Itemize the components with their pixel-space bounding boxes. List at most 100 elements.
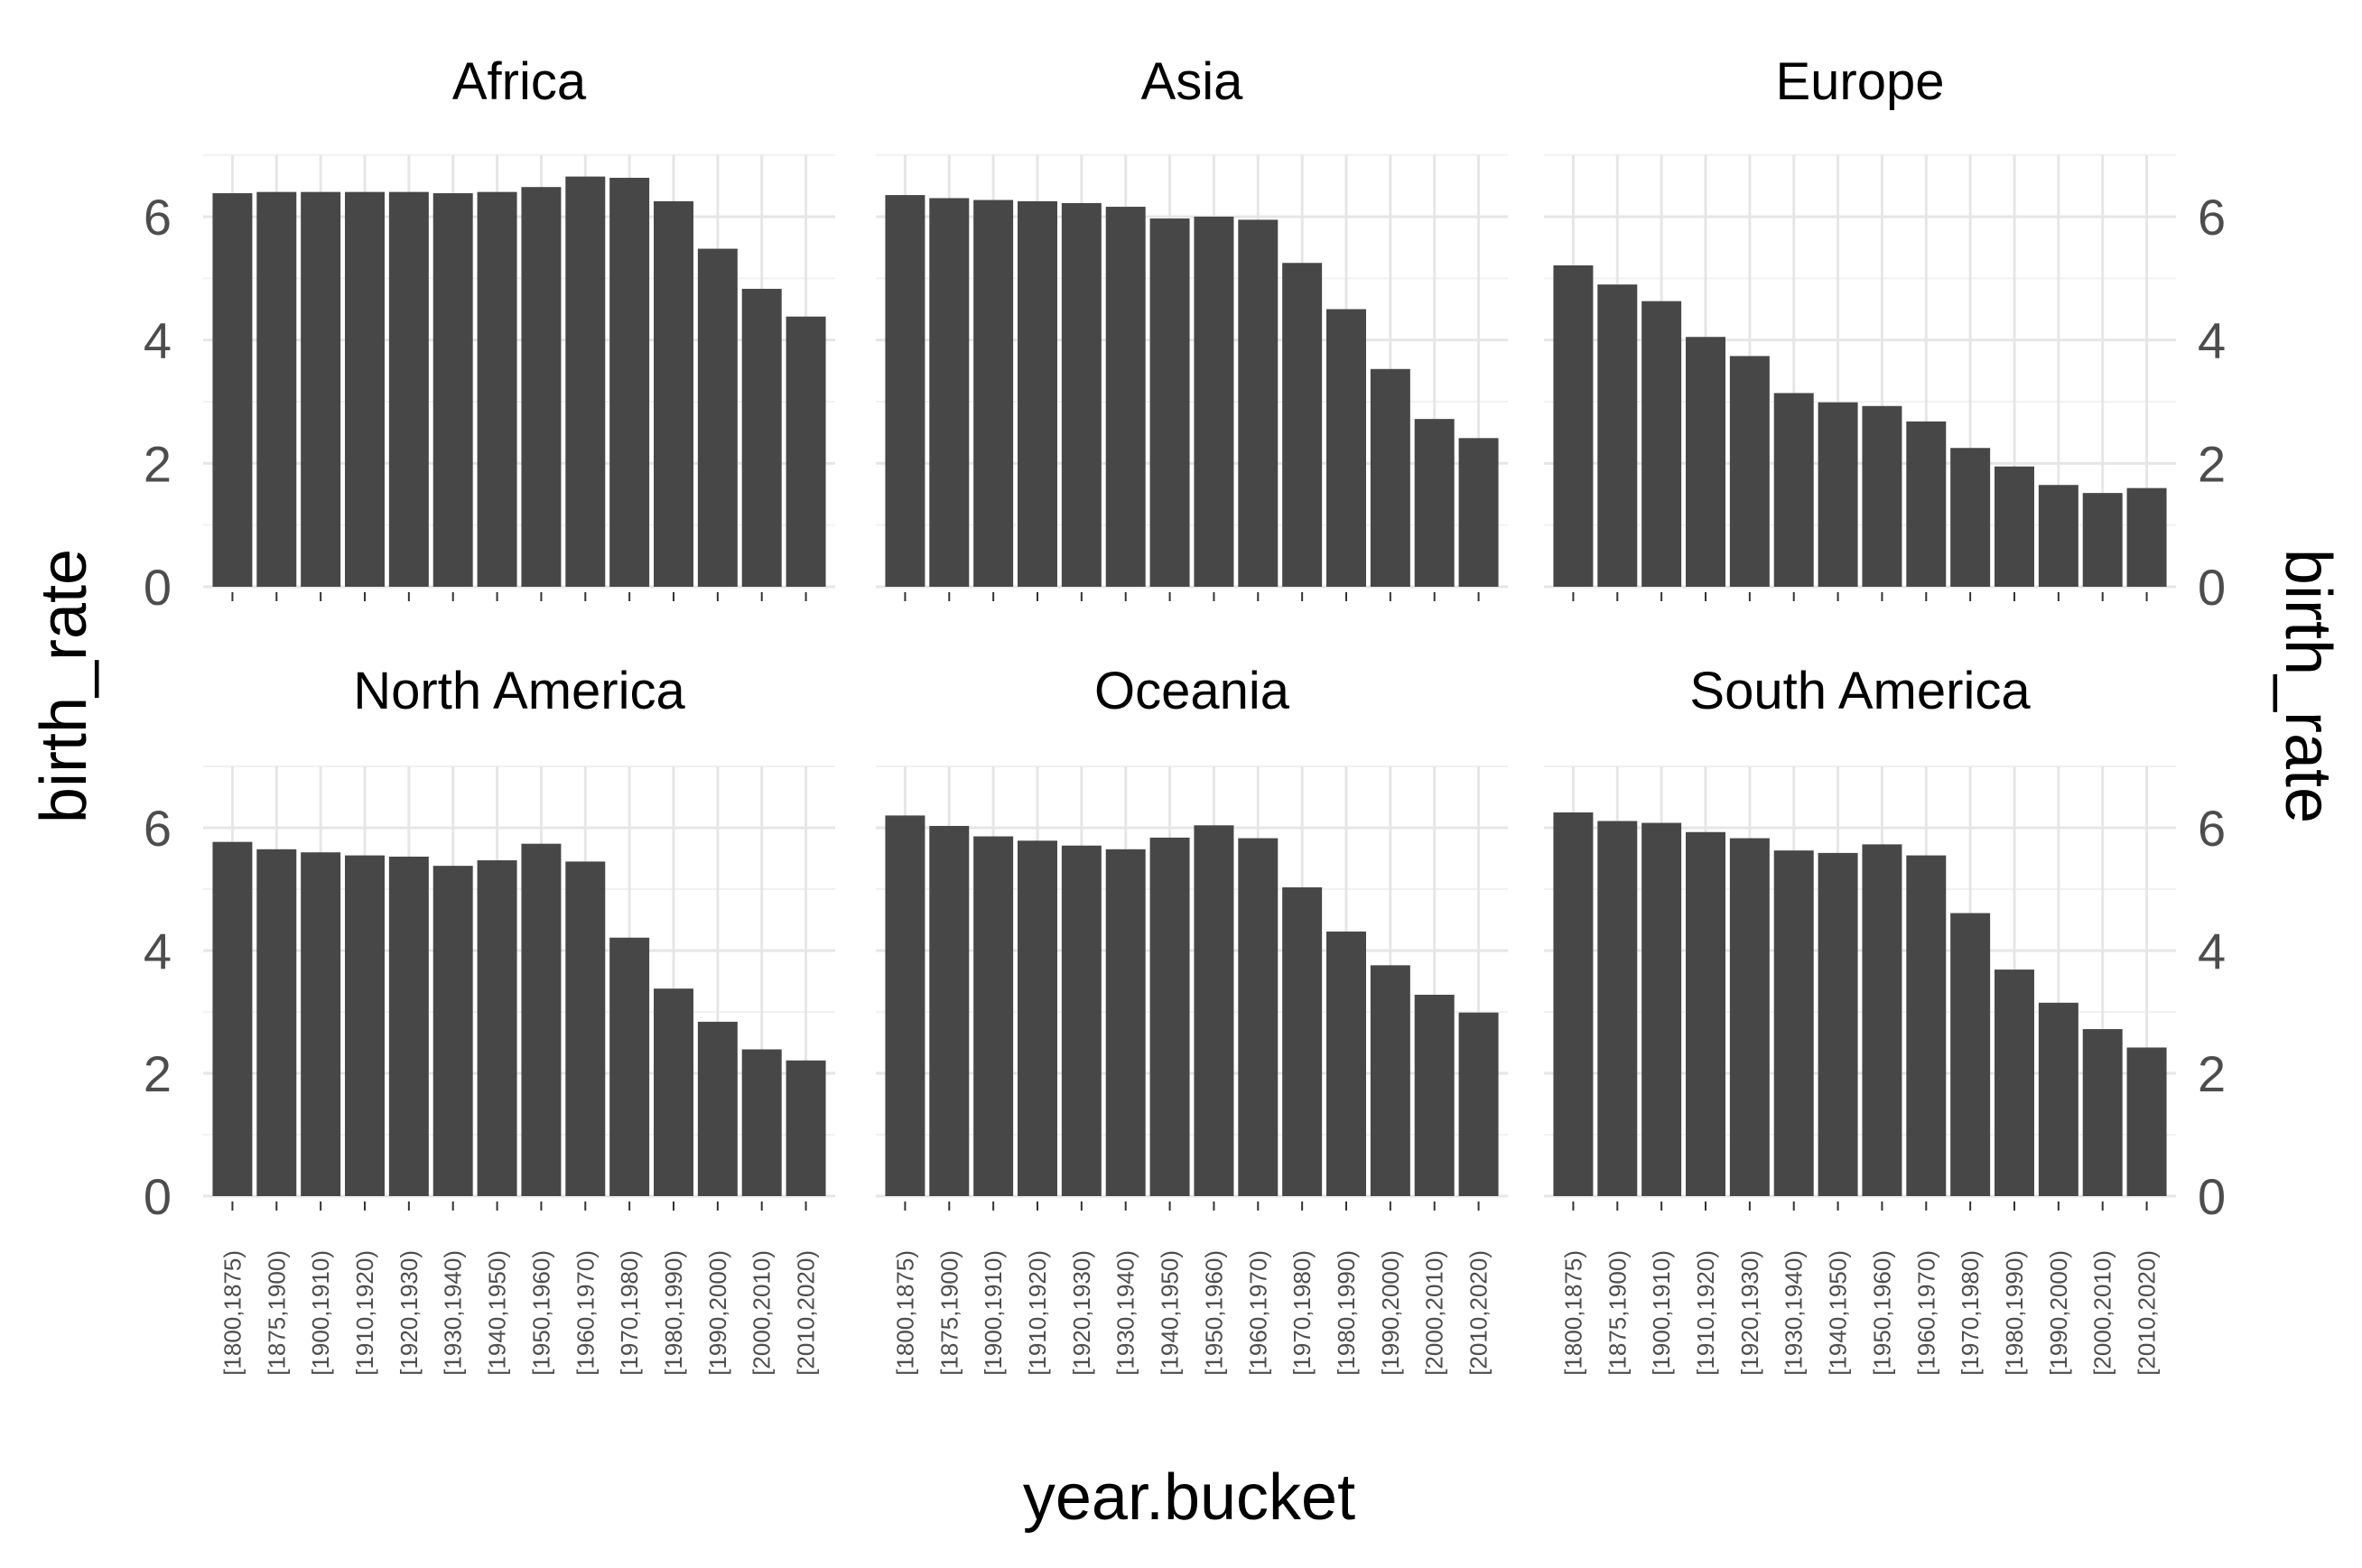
bar	[654, 200, 693, 587]
bar	[432, 193, 473, 588]
bar	[2038, 1002, 2078, 1196]
y-tick-label-right: 0	[2198, 1168, 2226, 1225]
x-tick-label: [1930,1940)	[1112, 1250, 1139, 1376]
bar	[1149, 218, 1190, 588]
facet-panels: Africa 0 2 4 6 Asia Europe 0 2 4 6 North America 0 2 4…	[144, 52, 2226, 1376]
x-tick-label: [1900,1910)	[307, 1250, 334, 1376]
x-tick-label: [1990,2000)	[704, 1250, 731, 1376]
x-tick-label: [1900,1910)	[1648, 1250, 1675, 1376]
bar	[432, 866, 473, 1196]
x-tick-label: [1940,1950)	[1157, 1250, 1184, 1376]
y-tick-label-right: 6	[2198, 800, 2226, 857]
bar	[345, 855, 385, 1196]
facet-europe: Europe 0 2 4 6	[1544, 52, 2226, 616]
facet-north-america: North America 0 2 4 6 [1800,1875) [1875,1900) […	[144, 662, 835, 1376]
facet-south-america: South America 0 2 4 6 [1800,1875) [1875,1900) […	[1544, 662, 2226, 1376]
facet-title: Asia	[1141, 52, 1244, 111]
y-tick-label-right: 4	[2198, 312, 2226, 369]
bar	[929, 198, 970, 587]
facet-title: North America	[353, 662, 685, 720]
x-tick-label: [1920,1930)	[1068, 1250, 1095, 1376]
y-tick-label-right: 4	[2198, 923, 2226, 979]
bar	[521, 843, 562, 1196]
bar	[1553, 264, 1594, 587]
x-axis-title: year.bucket	[1023, 1461, 1355, 1534]
bar	[1194, 825, 1234, 1196]
bar	[1729, 838, 1770, 1196]
bar	[388, 856, 429, 1196]
bar	[786, 316, 826, 587]
bar	[1370, 965, 1410, 1196]
bar	[973, 199, 1014, 588]
bar	[786, 1060, 826, 1196]
bar	[1326, 309, 1366, 587]
bar	[1370, 368, 1410, 587]
bar	[565, 861, 606, 1196]
bar	[212, 193, 253, 588]
x-tick-label: [1930,1940)	[440, 1250, 467, 1376]
x-tick-label: [1800,1875)	[891, 1250, 918, 1376]
bar	[1414, 994, 1455, 1196]
facet-title: Africa	[452, 52, 587, 111]
y-tick-label-right: 6	[2198, 189, 2226, 246]
bar	[256, 849, 297, 1196]
y-tick-label-left: 2	[144, 435, 172, 492]
x-tick-label: [2000,2010)	[749, 1250, 776, 1376]
x-tick-label: [1940,1950)	[1825, 1250, 1852, 1376]
bar	[1194, 217, 1234, 587]
bar	[388, 191, 429, 587]
bar	[2126, 487, 2167, 587]
y-tick-label-left: 4	[144, 923, 172, 979]
bar	[2126, 1047, 2167, 1196]
bar	[609, 177, 650, 587]
bar	[1414, 419, 1455, 587]
x-tick-label: [1940,1950)	[484, 1250, 511, 1376]
y-tick-label-right: 0	[2198, 559, 2226, 616]
x-tick-label: [1930,1940)	[1781, 1250, 1808, 1376]
bar	[1238, 219, 1279, 587]
x-tick-label: [1875,1900)	[935, 1250, 962, 1376]
y-tick-label-left: 6	[144, 189, 172, 246]
x-tick-label: [1800,1875)	[1559, 1250, 1586, 1376]
facet-title: Oceania	[1094, 662, 1290, 720]
bar	[697, 1021, 738, 1196]
x-tick-label: [1960,1970)	[1912, 1250, 1939, 1376]
x-tick-label: [1800,1875)	[219, 1250, 246, 1376]
facet-oceania: Oceania [1800,1875) [1875,1900) [1900,1910)…	[876, 662, 1508, 1376]
bar	[2038, 485, 2078, 587]
bar	[1641, 822, 1682, 1196]
x-tick-label: [1920,1930)	[395, 1250, 423, 1376]
bar	[1238, 838, 1279, 1196]
x-tick-label: [1980,1990)	[2001, 1250, 2028, 1376]
x-tick-label: [1910,1920)	[1692, 1250, 1719, 1376]
bar	[1597, 821, 1638, 1196]
bar	[1906, 421, 1947, 587]
bar	[697, 248, 738, 587]
bar	[885, 815, 925, 1196]
bar	[1061, 202, 1102, 587]
bar	[521, 187, 562, 587]
bar	[1773, 850, 1814, 1196]
bar	[1950, 448, 1991, 587]
bar	[1906, 855, 1947, 1196]
x-tick-label: [1990,2000)	[1377, 1250, 1404, 1376]
x-tick-label: [1990,2000)	[2045, 1250, 2072, 1376]
x-tick-label: [1960,1970)	[572, 1250, 599, 1376]
bar	[212, 841, 253, 1196]
bar	[477, 191, 517, 587]
bar	[929, 825, 970, 1196]
bar	[301, 852, 341, 1196]
bar	[741, 1049, 782, 1196]
bar	[1458, 1012, 1499, 1196]
x-tick-label: [1910,1920)	[1024, 1250, 1051, 1376]
x-tick-label: [2000,2010)	[2089, 1250, 2116, 1376]
x-tick-label: [1950,1960)	[527, 1250, 554, 1376]
y-tick-label-left: 4	[144, 312, 172, 369]
bar	[1950, 913, 1991, 1196]
bar	[1773, 393, 1814, 587]
bar	[1818, 852, 1858, 1196]
bar	[2082, 493, 2123, 587]
x-tick-label: [1970,1980)	[616, 1250, 643, 1376]
y-tick-label-left: 2	[144, 1045, 172, 1102]
bar	[1862, 844, 1902, 1196]
